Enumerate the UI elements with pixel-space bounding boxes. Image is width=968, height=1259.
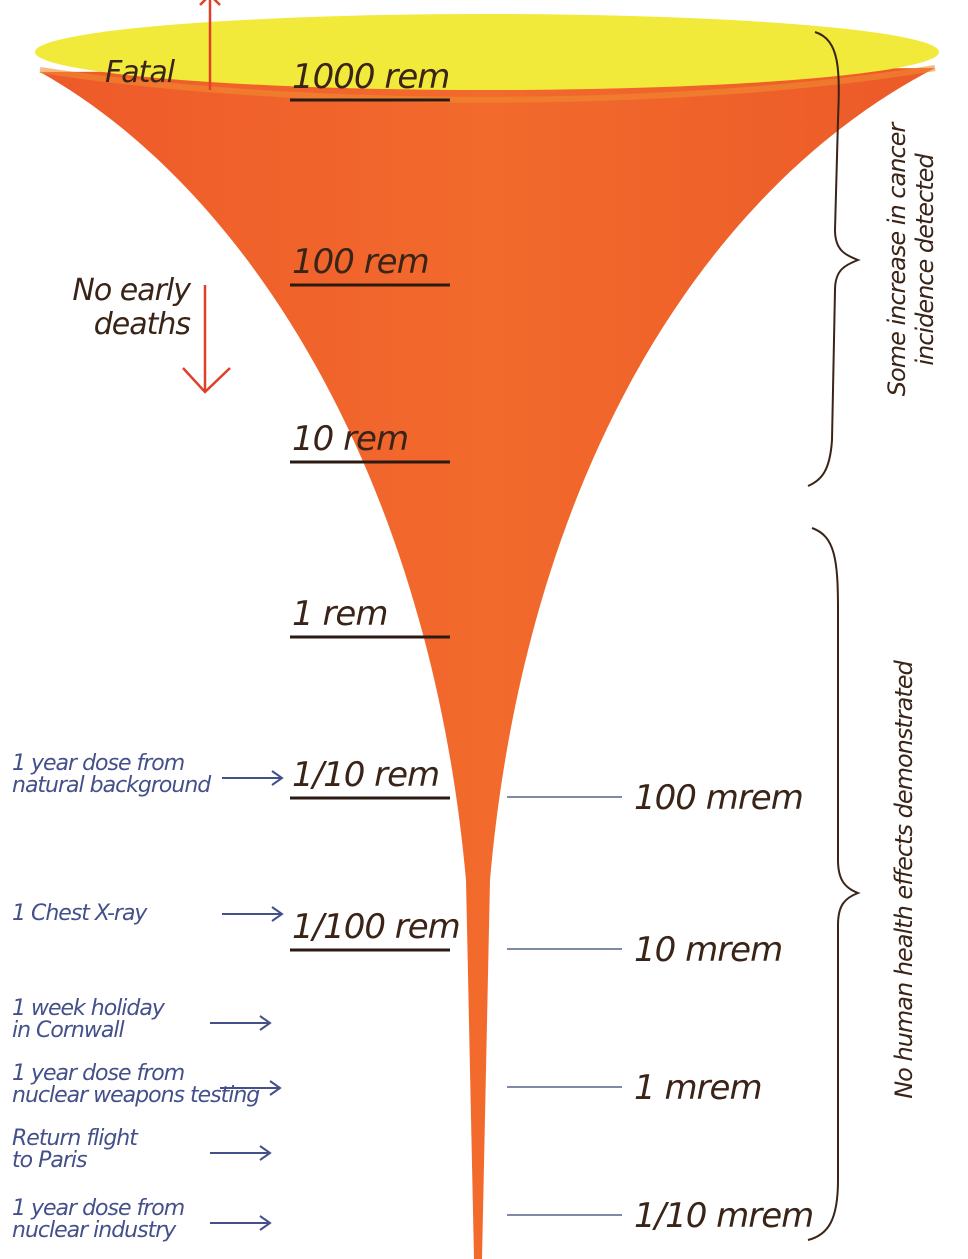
brackets	[808, 32, 858, 1240]
no-early-deaths-label: deaths	[94, 307, 191, 342]
example-label: in Cornwall	[12, 1018, 124, 1043]
no-early-deaths-label: No early	[72, 273, 192, 308]
example-label: natural background	[12, 773, 212, 798]
rem-label: 1 rem	[292, 594, 387, 634]
lower-bracket-label: No human health effects demonstrated	[890, 659, 918, 1098]
fatal-label: Fatal	[105, 55, 176, 90]
example-arrow	[210, 1146, 270, 1160]
rem-label: 1000 rem	[292, 57, 449, 97]
rem-label: 100 rem	[292, 242, 429, 282]
upper-bracket-label: Some increase in cancer	[883, 121, 911, 397]
mrem-label: 10 mrem	[634, 930, 782, 970]
rem-label: 10 rem	[292, 419, 408, 459]
example-arrow	[222, 907, 282, 921]
example-label: to Paris	[12, 1148, 87, 1173]
mrem-label: 1/10 mrem	[634, 1196, 813, 1236]
example-label: nuclear industry	[12, 1218, 177, 1243]
mrem-label: 1 mrem	[634, 1068, 762, 1108]
example-arrow	[210, 1016, 270, 1030]
rem-label: 1/10 rem	[292, 755, 439, 795]
example-arrow	[210, 1216, 270, 1230]
example-label: 1 Chest X-ray	[12, 901, 148, 926]
diagram: Fatal No earlydeaths 1000 rem 100 rem 10 rem…	[0, 0, 968, 1259]
mrem-label: 100 mrem	[634, 778, 803, 818]
example-label: nuclear weapons testing	[12, 1083, 260, 1108]
upper-bracket-label: incidence detected	[911, 153, 939, 366]
rem-label: 1/100 rem	[292, 907, 460, 947]
example-arrow	[222, 771, 282, 785]
